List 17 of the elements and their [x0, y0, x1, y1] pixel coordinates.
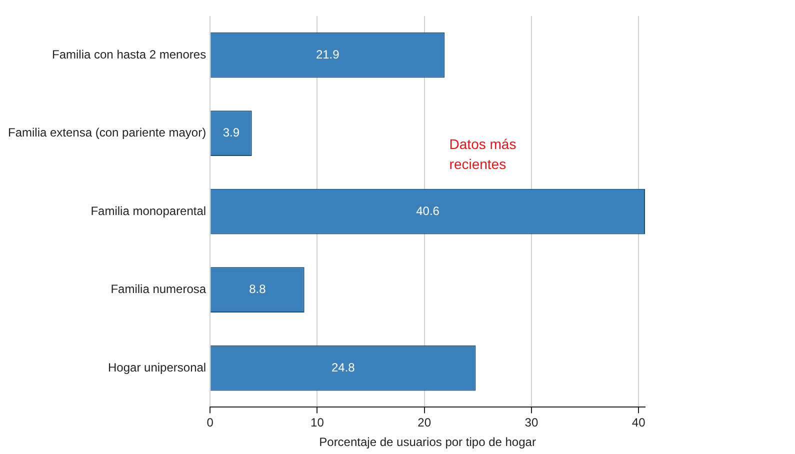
y-tick-label: Familia numerosa: [110, 282, 206, 296]
data-label: 8.8: [249, 282, 266, 296]
data-label: 3.9: [222, 126, 240, 140]
annotation: Datos más recientes: [449, 136, 516, 172]
x-tick-label: 0: [206, 416, 214, 430]
x-axis-title: Porcentaje de usuarios por tipo de hogar: [319, 435, 536, 450]
data-label: 24.8: [331, 360, 356, 374]
y-tick-label: Familia monoparental: [90, 204, 206, 218]
y-tick-label: Familia con hasta 2 menores: [52, 47, 206, 62]
data-label: 21.9: [316, 47, 340, 62]
x-tick-label: 30: [524, 416, 538, 430]
x-tick-label: 40: [632, 416, 646, 430]
y-tick-label: Hogar unipersonal: [108, 360, 206, 374]
data-label: 40.6: [416, 204, 440, 218]
x-tick-label: 20: [418, 416, 432, 430]
y-tick-label: Familia extensa (con pariente mayor): [8, 126, 206, 140]
x-tick-label: 10: [310, 416, 324, 430]
